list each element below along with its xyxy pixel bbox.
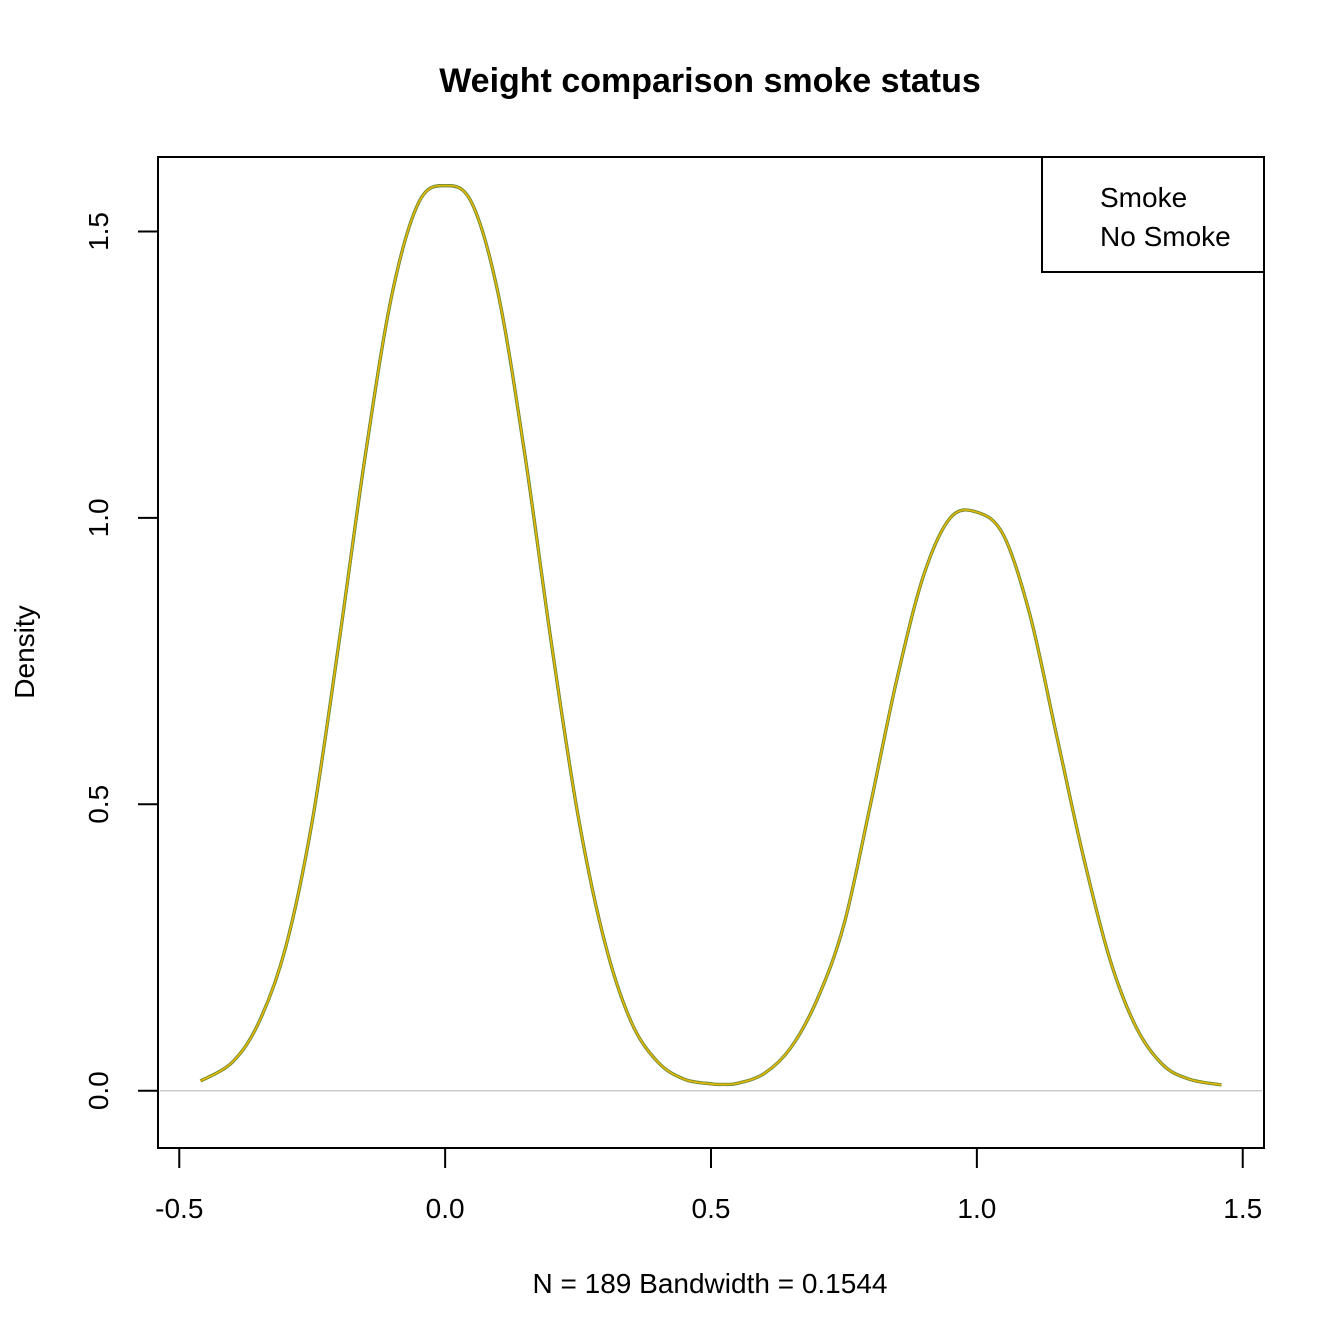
y-tick-label: 1.5 [83,212,114,251]
x-tick-label: 1.0 [957,1193,996,1224]
legend-entry-no-smoke: No Smoke [1100,221,1231,252]
series-line-smoke [200,184,1222,1086]
plot-frame [157,156,1265,1149]
x-tick-label: 1.5 [1223,1193,1262,1224]
y-axis-label: Density [9,605,40,698]
series-layer [199,184,1222,1087]
legend-entry-smoke: Smoke [1100,182,1187,213]
y-axis: 0.0 0.5 1.0 1.5 [83,212,159,1110]
series-line-no-smoke [200,184,1222,1086]
y-tick-label: 0.0 [83,1071,114,1110]
series-outline-no-smoke [199,184,1222,1087]
legend-box [1041,156,1265,273]
series-outline-smoke [199,184,1222,1087]
chart-title: Weight comparison smoke status [439,62,981,100]
x-tick-label: -0.5 [155,1193,203,1224]
x-axis: -0.5 0.0 0.5 1.0 1.5 [155,1147,1262,1224]
x-tick-label: 0.0 [426,1193,465,1224]
x-axis-label: N = 189 Bandwidth = 0.1544 [533,1268,888,1299]
x-tick-label: 0.5 [692,1193,731,1224]
legend: Smoke No Smoke [1041,156,1265,273]
y-tick-label: 0.5 [83,785,114,824]
y-tick-label: 1.0 [83,498,114,537]
